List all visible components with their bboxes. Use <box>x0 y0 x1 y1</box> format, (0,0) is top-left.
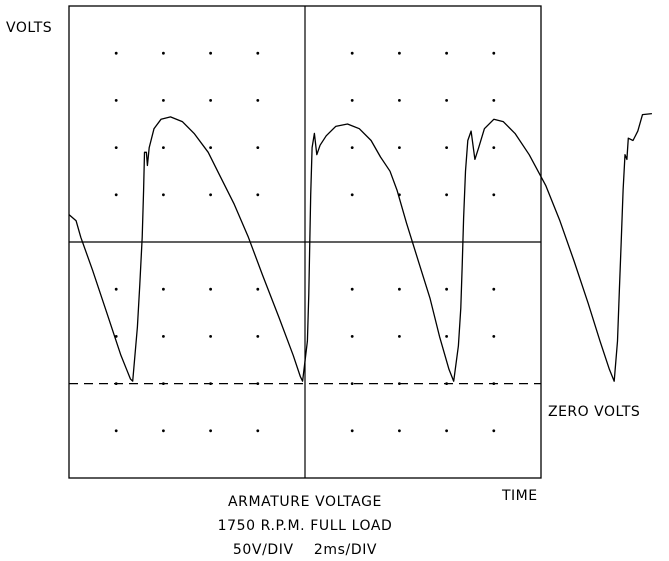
grid-dot <box>256 51 260 55</box>
grid-dot <box>114 146 118 150</box>
grid-dot <box>350 429 354 433</box>
grid-dot <box>492 335 496 338</box>
grid-dot <box>350 146 354 150</box>
y-axis-label: VOLTS <box>6 20 52 36</box>
grid-dot <box>114 429 118 433</box>
grid-dot <box>209 429 213 433</box>
grid-dot <box>445 51 448 55</box>
grid-dot <box>398 146 401 150</box>
grid-dot <box>162 51 165 55</box>
grid-dot <box>445 193 448 197</box>
grid-dot <box>114 287 118 291</box>
grid-dot <box>398 51 401 55</box>
grid-dot <box>445 99 448 102</box>
grid-dot <box>209 193 213 197</box>
grid-dot <box>114 99 118 102</box>
grid-dot <box>209 146 213 150</box>
armature-voltage-trace <box>68 112 652 382</box>
grid-dot <box>114 193 118 197</box>
grid-dot <box>162 193 165 197</box>
grid-dot <box>445 335 448 338</box>
grid-dot <box>209 99 213 102</box>
grid-dot <box>350 51 354 55</box>
grid-dot <box>492 99 496 102</box>
grid-dot <box>445 146 448 150</box>
grid-dot <box>492 146 496 150</box>
x-axis-label: TIME <box>501 488 538 504</box>
grid-dot <box>350 382 354 385</box>
grid-dot <box>256 99 260 102</box>
grid-dot <box>256 146 260 150</box>
grid-dot <box>398 287 401 291</box>
grid-dot <box>209 335 213 338</box>
grid-dot <box>398 429 401 433</box>
zero-volts-label: ZERO VOLTS <box>548 404 640 420</box>
grid-dot <box>114 51 118 55</box>
grid-dot <box>492 429 496 433</box>
grid-dot <box>492 51 496 55</box>
grid-dot <box>209 287 213 291</box>
grid-dot <box>350 335 354 338</box>
grid-dot <box>350 99 354 102</box>
grid-dot <box>256 287 260 291</box>
grid-dot <box>162 99 165 102</box>
grid-dot <box>209 51 213 55</box>
grid-dot <box>162 429 165 433</box>
grid-dots <box>114 51 496 433</box>
grid-dot <box>256 335 260 338</box>
grid-dot <box>256 429 260 433</box>
caption-title: ARMATURE VOLTAGE <box>227 494 382 510</box>
grid-dot <box>445 429 448 433</box>
grid-dot <box>445 287 448 291</box>
grid-dot <box>162 287 165 291</box>
grid-dot <box>492 287 496 291</box>
grid-dot <box>162 335 165 338</box>
grid-dot <box>398 335 401 338</box>
grid-dot <box>256 193 260 197</box>
grid-dot <box>398 99 401 102</box>
grid-dot <box>162 146 165 150</box>
caption-scale: 50V/DIV 2ms/DIV <box>232 542 378 558</box>
caption-condition: 1750 R.P.M. FULL LOAD <box>217 518 393 534</box>
grid-dot <box>350 193 354 197</box>
grid-dot <box>350 287 354 291</box>
grid-dot <box>492 193 496 197</box>
plot-frame <box>68 5 542 479</box>
